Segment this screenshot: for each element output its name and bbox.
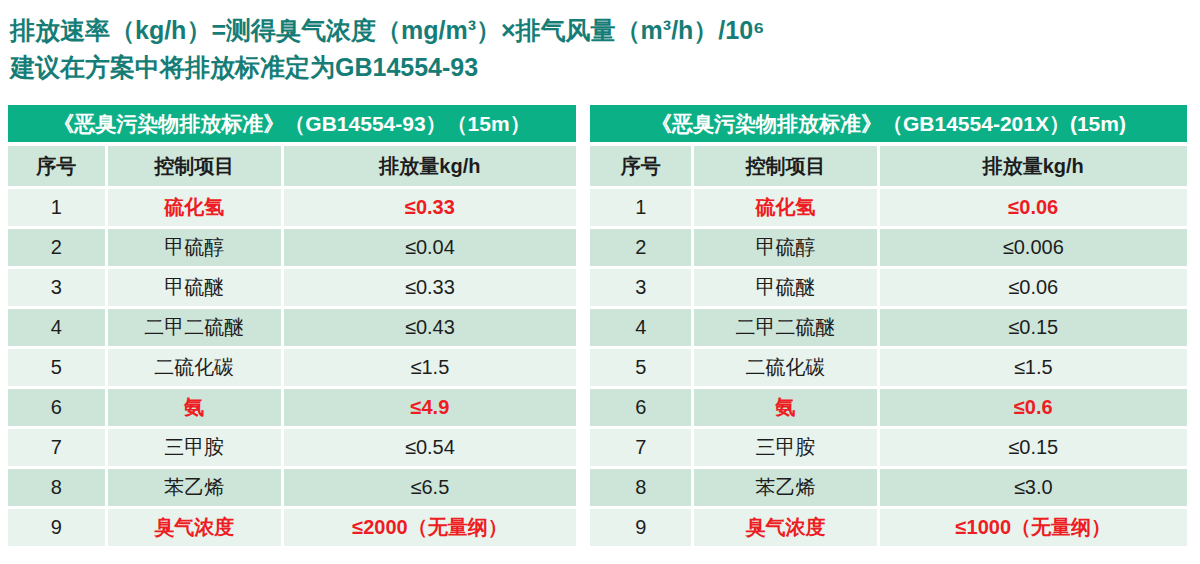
table-header-row: 序号 控制项目 排放量kg/h [590,146,1187,186]
row-no-cell: 7 [8,429,105,466]
item-cell: 二硫化碳 [694,349,876,386]
value-cell: ≤1000（无量纲） [880,509,1187,546]
item-cell: 二甲二硫醚 [694,309,876,346]
column-header-item: 控制项目 [694,146,876,186]
item-cell: 硫化氢 [108,189,281,226]
row-no-cell: 9 [8,509,105,546]
value-cell: ≤1.5 [284,349,576,386]
item-cell: 氨 [694,389,876,426]
table-row: 8苯乙烯≤6.5 [8,469,576,506]
row-no-cell: 9 [590,509,691,546]
value-cell: ≤0.04 [284,229,576,266]
row-no-cell: 2 [590,229,691,266]
tables-area: 《恶臭污染物排放标准》（GB14554-93）（15m） 序号 控制项目 排放量… [8,105,1187,546]
table-row: 1硫化氢≤0.06 [590,189,1187,226]
table-row: 6氨≤0.6 [590,389,1187,426]
table-gb14554-93: 《恶臭污染物排放标准》（GB14554-93）（15m） 序号 控制项目 排放量… [8,105,576,546]
row-no-cell: 2 [8,229,105,266]
value-cell: ≤0.33 [284,189,576,226]
value-cell: ≤4.9 [284,389,576,426]
table-row: 9臭气浓度≤2000（无量纲） [8,509,576,546]
row-no-cell: 6 [8,389,105,426]
value-cell: ≤0.15 [880,309,1187,346]
row-no-cell: 3 [8,269,105,306]
table-title: 《恶臭污染物排放标准》（GB14554-93）（15m） [8,105,576,142]
item-cell: 甲硫醚 [108,269,281,306]
value-cell: ≤1.5 [880,349,1187,386]
table-row: 4二甲二硫醚≤0.15 [590,309,1187,346]
table-gb14554-201x: 《恶臭污染物排放标准》（GB14554-201X）(15m) 序号 控制项目 排… [590,105,1187,546]
item-cell: 臭气浓度 [108,509,281,546]
column-header-value: 排放量kg/h [880,146,1187,186]
table-body: 1硫化氢≤0.062甲硫醇≤0.0063甲硫醚≤0.064二甲二硫醚≤0.155… [590,186,1187,546]
item-cell: 臭气浓度 [694,509,876,546]
value-cell: ≤0.54 [284,429,576,466]
table-row: 2甲硫醇≤0.04 [8,229,576,266]
item-cell: 甲硫醚 [694,269,876,306]
row-no-cell: 8 [590,469,691,506]
table-row: 4二甲二硫醚≤0.43 [8,309,576,346]
table-row: 5二硫化碳≤1.5 [8,349,576,386]
value-cell: ≤0.33 [284,269,576,306]
item-cell: 二甲二硫醚 [108,309,281,346]
item-cell: 苯乙烯 [108,469,281,506]
title-line-2: 建议在方案中将排放标准定为GB14554-93 [10,49,765,86]
item-cell: 三甲胺 [694,429,876,466]
row-no-cell: 3 [590,269,691,306]
table-row: 3甲硫醚≤0.33 [8,269,576,306]
table-body: 1硫化氢≤0.332甲硫醇≤0.043甲硫醚≤0.334二甲二硫醚≤0.435二… [8,186,576,546]
table-row: 9臭气浓度≤1000（无量纲） [590,509,1187,546]
value-cell: ≤0.43 [284,309,576,346]
value-cell: ≤3.0 [880,469,1187,506]
row-no-cell: 1 [590,189,691,226]
item-cell: 氨 [108,389,281,426]
row-no-cell: 6 [590,389,691,426]
value-cell: ≤0.006 [880,229,1187,266]
row-no-cell: 1 [8,189,105,226]
table-row: 7三甲胺≤0.15 [590,429,1187,466]
table-title: 《恶臭污染物排放标准》（GB14554-201X）(15m) [590,105,1187,142]
value-cell: ≤0.6 [880,389,1187,426]
title-line-1: 排放速率（kg/h）=测得臭气浓度（mg/m³）×排气风量（m³/h）/10⁶ [10,12,765,49]
value-cell: ≤0.06 [880,269,1187,306]
item-cell: 三甲胺 [108,429,281,466]
row-no-cell: 4 [8,309,105,346]
column-header-no: 序号 [8,146,105,186]
table-row: 6氨≤4.9 [8,389,576,426]
table-row: 2甲硫醇≤0.006 [590,229,1187,266]
item-cell: 硫化氢 [694,189,876,226]
column-header-no: 序号 [590,146,691,186]
row-no-cell: 5 [590,349,691,386]
item-cell: 甲硫醇 [694,229,876,266]
item-cell: 甲硫醇 [108,229,281,266]
value-cell: ≤2000（无量纲） [284,509,576,546]
table-row: 3甲硫醚≤0.06 [590,269,1187,306]
item-cell: 苯乙烯 [694,469,876,506]
row-no-cell: 7 [590,429,691,466]
column-header-value: 排放量kg/h [284,146,576,186]
table-row: 8苯乙烯≤3.0 [590,469,1187,506]
value-cell: ≤0.15 [880,429,1187,466]
row-no-cell: 8 [8,469,105,506]
value-cell: ≤6.5 [284,469,576,506]
table-header-row: 序号 控制项目 排放量kg/h [8,146,576,186]
table-row: 1硫化氢≤0.33 [8,189,576,226]
page-title: 排放速率（kg/h）=测得臭气浓度（mg/m³）×排气风量（m³/h）/10⁶ … [10,12,765,86]
table-row: 5二硫化碳≤1.5 [590,349,1187,386]
slide: 排放速率（kg/h）=测得臭气浓度（mg/m³）×排气风量（m³/h）/10⁶ … [0,0,1200,564]
table-row: 7三甲胺≤0.54 [8,429,576,466]
row-no-cell: 4 [590,309,691,346]
column-header-item: 控制项目 [108,146,281,186]
value-cell: ≤0.06 [880,189,1187,226]
item-cell: 二硫化碳 [108,349,281,386]
row-no-cell: 5 [8,349,105,386]
